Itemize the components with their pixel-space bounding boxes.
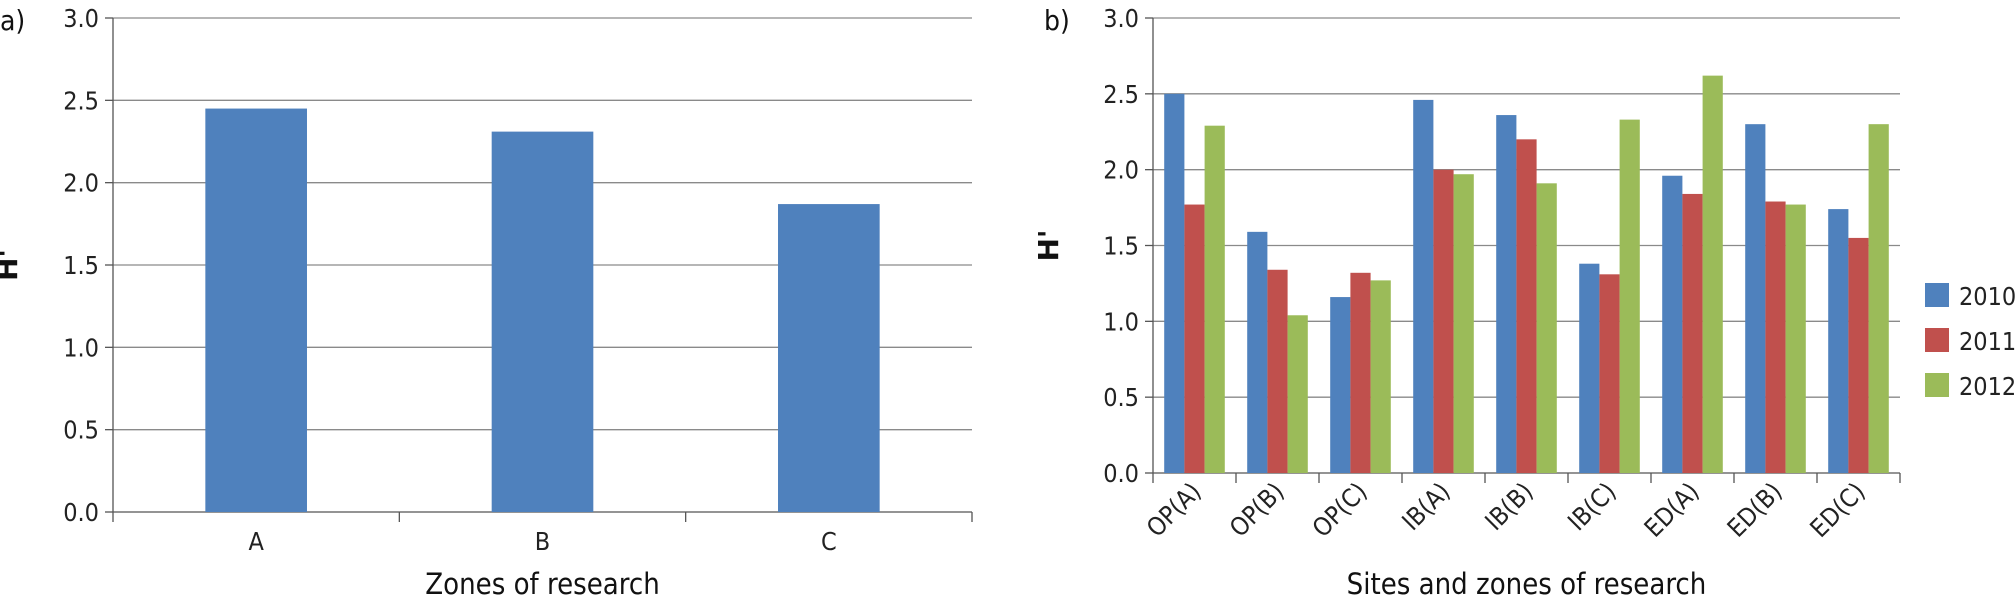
x-tick-label: ED(A) — [1639, 477, 1705, 543]
chart-a: a) 0.0 0.5 1.0 1.5 2.0 2.5 3.0 A B C Zones of rese… — [0, 4, 973, 601]
bar-2011-ibb — [1516, 139, 1537, 474]
legend-swatch-2011 — [1925, 328, 1949, 352]
x-axis-title: Zones of research — [425, 567, 659, 601]
bar-2010-iba — [1413, 99, 1434, 474]
bar-2011-ibc — [1599, 274, 1620, 473]
bar-2010-opc — [1330, 297, 1351, 473]
bar-2012-edc — [1868, 124, 1889, 474]
bar-c — [778, 204, 880, 512]
x-tick-label: IB(B) — [1479, 477, 1538, 536]
bar-2012-edb — [1785, 204, 1806, 474]
x-tick-label: OP(A) — [1141, 477, 1207, 543]
y-tick-label: 2.0 — [63, 169, 99, 198]
bar-2012-iba — [1453, 174, 1474, 473]
bar-2011-opb — [1267, 269, 1288, 473]
chart-b: b) 0.0 0.5 1.0 1.5 2.0 2.5 3.0 OP(A) OP(B) OP(C) I… — [1032, 4, 2016, 601]
bar-2011-iba — [1433, 169, 1454, 473]
y-tick-label: 1.5 — [63, 251, 99, 280]
legend-label-2012: 2012 — [1959, 372, 2016, 401]
x-tick-label: A — [248, 527, 264, 556]
y-tick-label: 2.5 — [1103, 80, 1139, 109]
x-tick-label: IB(A) — [1396, 477, 1455, 536]
bar-2012-eda — [1702, 75, 1723, 473]
y-axis-title: H' — [0, 249, 24, 281]
bar-2011-edc — [1848, 237, 1869, 473]
y-tick-label: 0.0 — [1103, 459, 1139, 488]
bar-2010-ibb — [1496, 115, 1517, 474]
bar-2012-opb — [1287, 315, 1308, 473]
x-tick-label: OP(C) — [1307, 477, 1373, 543]
x-tick-label: C — [821, 527, 837, 556]
y-tick-label: 1.0 — [1103, 307, 1139, 336]
bar-a — [205, 108, 307, 513]
legend-label-2011: 2011 — [1959, 327, 2016, 356]
bar-2010-edc — [1828, 209, 1849, 473]
x-tick-label: ED(B) — [1722, 477, 1788, 543]
bar-2010-edb — [1745, 124, 1766, 474]
y-tick-label: 3.0 — [1103, 4, 1139, 33]
panel-label-a: a) — [0, 4, 25, 37]
y-tick-label: 3.0 — [63, 4, 99, 33]
x-tick-label: OP(B) — [1224, 477, 1290, 543]
y-tick-label: 0.0 — [63, 498, 99, 527]
y-tick-label: 1.0 — [63, 333, 99, 362]
y-tick-label: 0.5 — [1103, 383, 1139, 412]
bar-2010-eda — [1662, 175, 1683, 473]
legend-swatch-2012 — [1925, 373, 1949, 397]
x-tick-label: B — [535, 527, 550, 556]
x-axis-title: Sites and zones of research — [1347, 567, 1707, 601]
y-axis-title: H' — [1032, 229, 1065, 261]
bar-2011-eda — [1682, 193, 1703, 473]
legend-label-2010: 2010 — [1959, 282, 2016, 311]
bar-2012-opc — [1370, 280, 1391, 473]
x-tick-label: ED(C) — [1804, 477, 1870, 543]
bar-2012-ibc — [1619, 119, 1640, 473]
x-tick-label: IB(C) — [1562, 477, 1622, 537]
bar-2011-edb — [1765, 201, 1786, 473]
bar-2012-ibb — [1536, 183, 1557, 474]
bar-2011-opc — [1350, 272, 1371, 473]
y-tick-label: 0.5 — [63, 416, 99, 445]
bar-2011-opa — [1184, 204, 1205, 474]
panel-label-b: b) — [1044, 4, 1070, 37]
bar-2010-opb — [1247, 231, 1268, 473]
bar-b — [491, 131, 594, 512]
bar-2010-opa — [1164, 93, 1185, 473]
legend-swatch-2010 — [1925, 283, 1949, 307]
y-tick-label: 2.0 — [1103, 156, 1139, 185]
bar-2010-ibc — [1579, 263, 1600, 473]
y-tick-label: 1.5 — [1103, 232, 1139, 261]
bar-2012-opa — [1204, 125, 1225, 473]
y-tick-label: 2.5 — [63, 86, 99, 115]
